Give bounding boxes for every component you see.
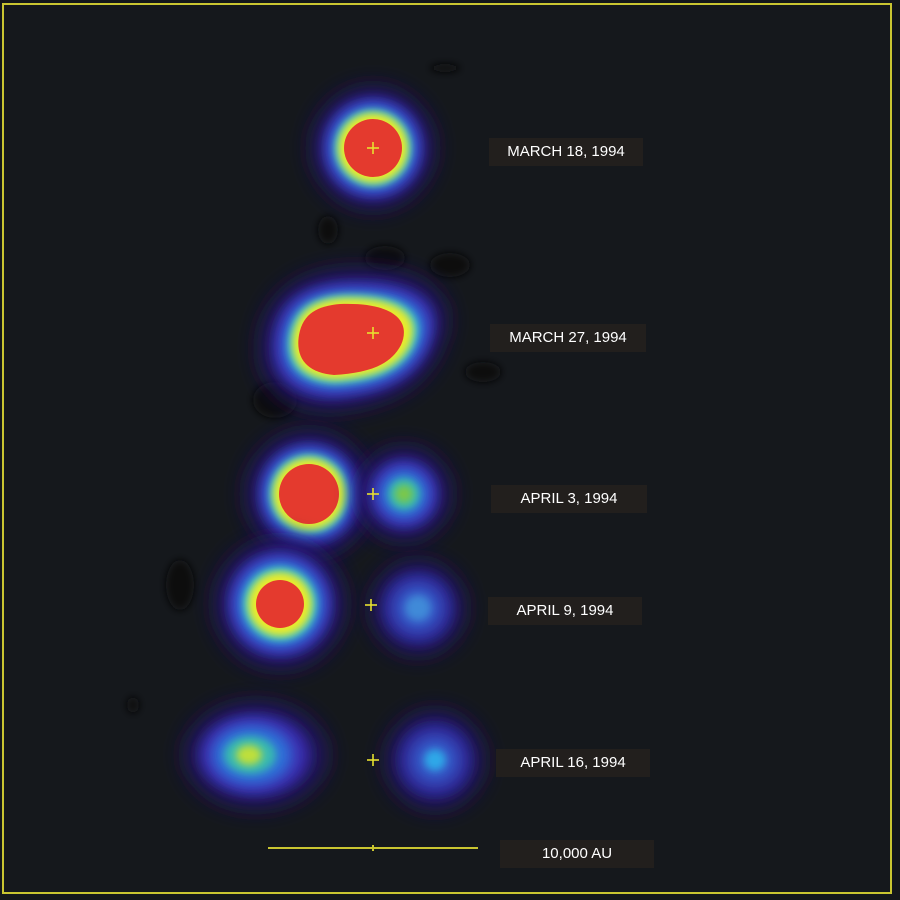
blob-april-3-fragment [358,448,450,540]
blob-april-9-fragment [372,562,464,654]
scale-bar-label: 10,000 AU [500,840,654,868]
scale-bar [268,845,478,851]
blob-april-9-main [216,540,344,668]
blob-april-16-fragment [387,712,483,808]
date-label-april-16: APRIL 16, 1994 [496,749,650,777]
blob-april-16-main [186,703,326,807]
blob-march-27 [260,269,446,410]
date-label-april-3: APRIL 3, 1994 [491,485,647,513]
date-label-april-9: APRIL 9, 1994 [488,597,642,625]
date-label-march-18: MARCH 18, 1994 [489,138,643,166]
cross-marker-march-27 [367,327,379,339]
cross-marker-april-16 [367,754,379,766]
reference-markers [365,142,379,766]
blob-april-3-main [247,432,371,556]
cross-marker-march-18 [367,142,379,154]
date-label-march-27: MARCH 27, 1994 [490,324,646,352]
cross-marker-april-9 [365,599,377,611]
cross-marker-april-3 [367,488,379,500]
background-noise [127,64,501,713]
